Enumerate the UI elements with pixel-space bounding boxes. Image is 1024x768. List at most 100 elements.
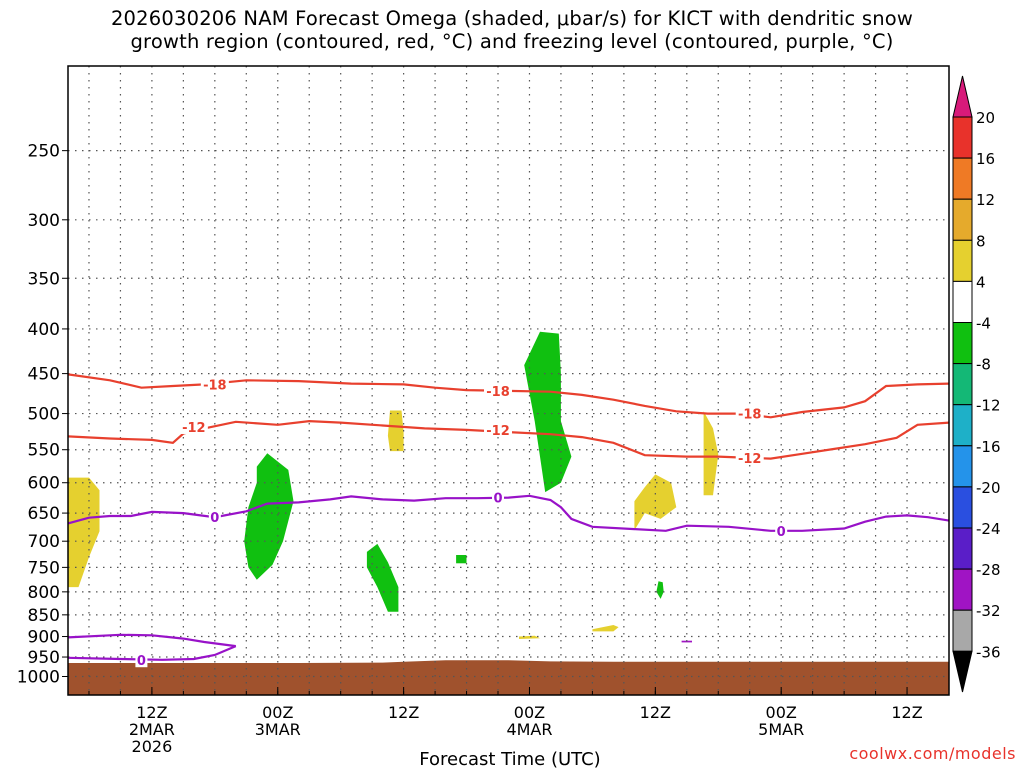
dgz-lower-label-1: -12 (486, 424, 510, 439)
colorbar-bottom-arrow (952, 650, 973, 693)
colorbar-label-2: 12 (976, 191, 995, 209)
omega-minus4-4 (456, 555, 467, 564)
colorbar: 20 16 12 8 4 -4 -8 -12 -16 -20 -24 -28 -32 -36 (952, 75, 1001, 693)
colorbar-label-4: 4 (976, 273, 986, 291)
colorbar-swatch-1 (952, 157, 973, 200)
x-tick-label-42-1: 4MAR (506, 720, 552, 739)
dgz-upper-label-bg-1 (484, 382, 513, 398)
dgz-lower-label-bg-2 (735, 449, 764, 465)
dgz-lower-label-bg-1 (484, 421, 513, 437)
colorbar-label-0: 20 (976, 109, 995, 127)
y-tick-label-300: 300 (28, 211, 60, 231)
colorbar-label-8: -16 (976, 438, 1001, 456)
colorbar-swatch-3 (952, 239, 973, 282)
plot-frame (67, 65, 950, 696)
omega-minus4-2 (366, 543, 399, 612)
chart-title-line-2: growth region (contoured, red, °C) and f… (130, 30, 894, 53)
dgz-lower-label-0: -12 (182, 421, 206, 436)
x-tick-label-18-0: 00Z (262, 703, 293, 722)
freezing-level-upper-label-2: 0 (777, 525, 786, 540)
colorbar-label-10: -24 (976, 520, 1001, 538)
colorbar-label-11: -28 (976, 561, 1001, 579)
omega-plus4-4 (703, 411, 719, 496)
x-tick-label-6-2: 2026 (132, 737, 173, 756)
y-tick-label-350: 350 (28, 269, 60, 289)
freezing-level-upper-label-bg-1 (492, 489, 505, 505)
colorbar-label-3: 8 (976, 232, 986, 250)
colorbar-label-12: -32 (976, 602, 1001, 620)
freezing-level-upper-label-0: 0 (210, 511, 219, 526)
freezing-level-upper (68, 494, 949, 532)
chart-title-line-1: 2026030206 NAM Forecast Omega (shaded, μ… (110, 7, 914, 30)
x-tick-label-18-1: 3MAR (255, 720, 301, 739)
y-tick-label-250: 250 (28, 142, 60, 162)
plot-area: -18 -18 -18 -12 -12 -12 0 0 0 0 250 300 350 400 450 500… (17, 65, 950, 756)
colorbar-swatch-11 (952, 568, 973, 611)
x-tick-label-6-1: 2MAR (129, 720, 175, 739)
credit-link[interactable]: coolwx.com/models (849, 744, 1016, 763)
colorbar-top-arrow (952, 75, 973, 118)
freezing-level-lower-bottom-label-bg-0 (135, 652, 148, 668)
colorbar-label-6: -8 (976, 356, 991, 374)
omega-plus4-1 (68, 477, 100, 588)
colorbar-swatch-12 (952, 609, 973, 652)
y-tick-label-700: 700 (28, 532, 60, 552)
y-tick-label-400: 400 (28, 320, 60, 340)
freezing-level-lower-bottom (68, 645, 237, 661)
omega-plus4-5 (519, 635, 540, 639)
y-tick-label-650: 650 (28, 504, 60, 524)
colorbar-swatch-9 (952, 486, 973, 529)
x-tick-label-66-1: 5MAR (758, 720, 804, 739)
omega-plus4-3 (634, 474, 677, 531)
colorbar-swatch-6 (952, 363, 973, 406)
colorbar-label-9: -20 (976, 479, 1001, 497)
dgz-upper-label-bg-0 (200, 376, 229, 392)
freezing-level-upper-label-bg-2 (775, 522, 788, 538)
omega-minus32-1 (681, 640, 692, 643)
y-tick-label-450: 450 (28, 365, 60, 385)
colorbar-swatch-0 (952, 116, 973, 159)
y-tick-label-850: 850 (28, 606, 60, 626)
freezing-level-lower-bottom-label-0: 0 (137, 654, 146, 669)
plot-inner: -18 -18 -18 -12 -12 -12 0 0 0 0 (68, 66, 949, 695)
y-tick-label-800: 800 (28, 583, 60, 603)
dgz-lower-label-2: -12 (738, 452, 762, 467)
x-tick-label-66-0: 00Z (766, 703, 797, 722)
colorbar-swatch-5 (952, 322, 973, 365)
omega-minus4-3 (524, 331, 572, 493)
y-tick-label-1000: 1000 (17, 667, 60, 687)
colorbar-swatch-4 (952, 280, 973, 323)
colorbar-label-13: -36 (976, 643, 1001, 661)
freezing-level-lower-top (68, 633, 236, 648)
surface-below-ground (68, 660, 949, 695)
freezing-level-upper-label-1: 0 (493, 492, 502, 507)
colorbar-swatch-7 (952, 404, 973, 447)
omega-minus4-5 (656, 581, 664, 599)
x-tick-label-6-0: 12Z (136, 703, 167, 722)
y-tick-label-500: 500 (28, 405, 60, 425)
y-tick-label-600: 600 (28, 474, 60, 494)
dgz-upper-label-1: -18 (486, 385, 510, 400)
dgz-upper-label-0: -18 (203, 378, 227, 393)
x-axis-label: Forecast Time (UTC) (419, 749, 600, 768)
colorbar-swatch-2 (952, 198, 973, 241)
x-tick-label-30-0: 12Z (388, 703, 419, 722)
dgz-lower-label-bg-0 (179, 418, 208, 434)
omega-plus4-2 (387, 410, 404, 452)
omega-minus4-1 (244, 453, 294, 580)
y-tick-label-950: 950 (28, 648, 60, 668)
colorbar-label-5: -4 (976, 315, 991, 333)
dgz-upper-label-bg-2 (735, 405, 764, 421)
x-tick-label-42-0: 00Z (514, 703, 545, 722)
freezing-level-upper-label-bg-0 (208, 509, 221, 525)
y-tick-label-900: 900 (28, 628, 60, 648)
x-tick-label-54-0: 12Z (640, 703, 671, 722)
colorbar-label-7: -12 (976, 397, 1001, 415)
dgz-upper-label-2: -18 (738, 408, 762, 423)
colorbar-swatch-10 (952, 527, 973, 570)
y-tick-label-550: 550 (28, 441, 60, 461)
x-tick-label-78-0: 12Z (891, 703, 922, 722)
colorbar-swatch-8 (952, 445, 973, 488)
omega-plus4-6 (592, 625, 619, 632)
